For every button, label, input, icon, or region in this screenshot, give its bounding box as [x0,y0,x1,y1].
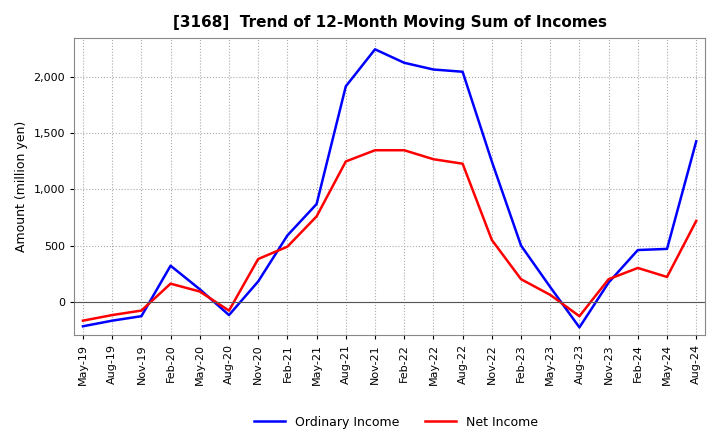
Legend: Ordinary Income, Net Income: Ordinary Income, Net Income [249,411,543,434]
Net Income [604,277,613,282]
Net Income [429,157,438,162]
Net Income [662,274,671,279]
Net Income [634,265,642,271]
Net Income [341,159,350,164]
Y-axis label: Amount (million yen): Amount (million yen) [15,121,28,252]
Ordinary Income [604,280,613,285]
Ordinary Income [459,69,467,74]
Net Income [137,308,145,313]
Ordinary Income [400,60,408,66]
Ordinary Income [487,159,496,164]
Ordinary Income [108,318,117,323]
Ordinary Income [662,246,671,252]
Net Income [166,281,175,286]
Line: Net Income: Net Income [83,150,696,321]
Ordinary Income [546,284,554,290]
Net Income [487,237,496,242]
Net Income [546,292,554,297]
Ordinary Income [692,139,701,144]
Net Income [225,308,233,313]
Ordinary Income [137,314,145,319]
Net Income [517,277,526,282]
Ordinary Income [429,67,438,72]
Ordinary Income [312,202,321,207]
Net Income [312,214,321,219]
Net Income [108,312,117,318]
Ordinary Income [225,312,233,318]
Ordinary Income [341,84,350,89]
Ordinary Income [575,325,584,330]
Line: Ordinary Income: Ordinary Income [83,49,696,327]
Net Income [195,289,204,294]
Net Income [254,257,263,262]
Ordinary Income [517,243,526,248]
Ordinary Income [166,263,175,268]
Ordinary Income [254,279,263,284]
Net Income [459,161,467,166]
Ordinary Income [371,47,379,52]
Net Income [400,147,408,153]
Title: [3168]  Trend of 12-Month Moving Sum of Incomes: [3168] Trend of 12-Month Moving Sum of I… [173,15,607,30]
Ordinary Income [195,286,204,292]
Net Income [575,314,584,319]
Net Income [371,147,379,153]
Net Income [692,218,701,224]
Ordinary Income [78,324,87,329]
Net Income [78,318,87,323]
Ordinary Income [283,233,292,238]
Ordinary Income [634,247,642,253]
Net Income [283,244,292,249]
